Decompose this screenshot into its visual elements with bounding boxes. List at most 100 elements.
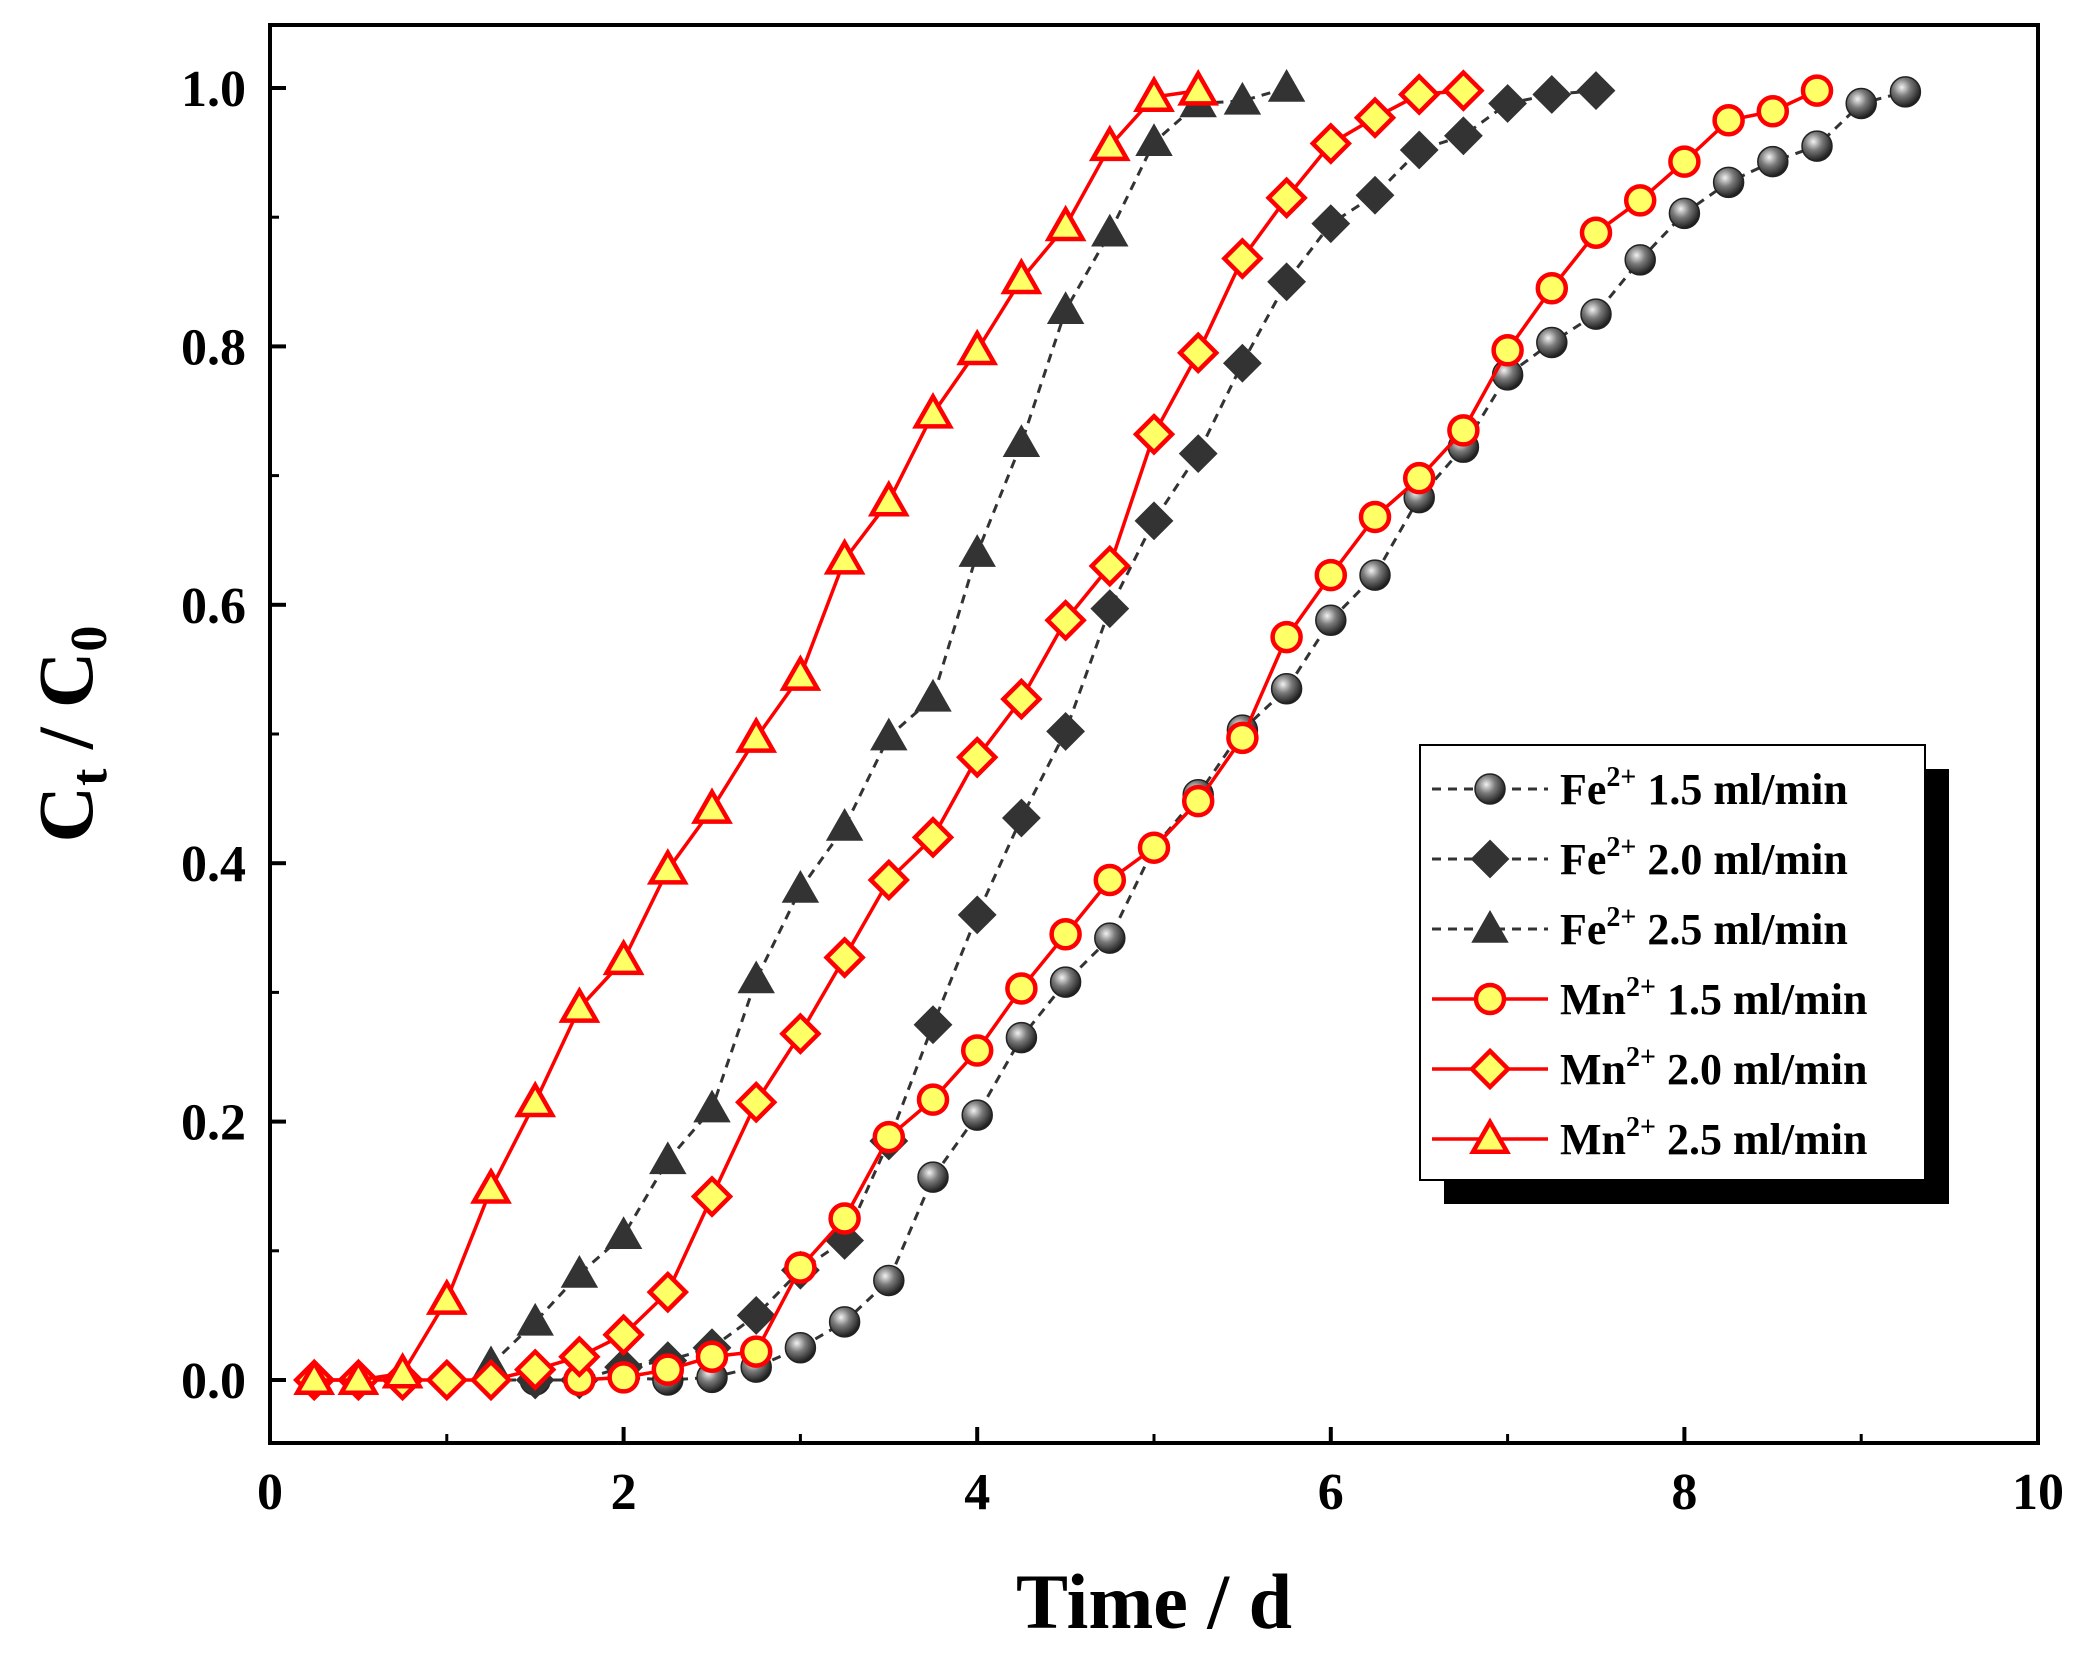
data-point bbox=[1443, 116, 1483, 156]
data-point bbox=[1177, 331, 1220, 375]
plot-frame bbox=[268, 23, 2040, 1445]
data-point bbox=[1046, 712, 1086, 751]
data-point bbox=[1001, 798, 1041, 838]
data-point bbox=[825, 808, 864, 841]
legend-charge: 2+ bbox=[1626, 1042, 1656, 1073]
data-point bbox=[873, 1264, 905, 1297]
legend-flow: 2.0 ml/min bbox=[1656, 1045, 1867, 1094]
data-point bbox=[604, 1216, 643, 1250]
data-point bbox=[1358, 500, 1392, 534]
legend-ion: Mn bbox=[1560, 975, 1626, 1024]
data-point bbox=[1580, 298, 1612, 330]
legend-ion: Fe bbox=[1560, 765, 1606, 814]
data-point bbox=[958, 534, 996, 567]
y-axis-title: Ct / C0 bbox=[22, 626, 118, 843]
data-point bbox=[1532, 75, 1572, 114]
data-point bbox=[736, 1295, 776, 1335]
plot-area bbox=[293, 68, 1922, 1402]
legend-flow: 2.5 ml/min bbox=[1656, 1115, 1867, 1164]
data-point bbox=[828, 1306, 861, 1338]
data-point bbox=[469, 1358, 513, 1402]
legend-entry: Fe2+ 1.5 ml/min bbox=[1432, 762, 1848, 814]
legend-charge: 2+ bbox=[1606, 762, 1636, 793]
legend-marker bbox=[1468, 1047, 1512, 1091]
legend-ion: Mn bbox=[1560, 1115, 1626, 1164]
data-point bbox=[1178, 434, 1218, 474]
legend-label: Fe2+ 2.0 ml/min bbox=[1560, 832, 1848, 884]
data-point bbox=[1265, 176, 1308, 220]
legend-label: Mn2+ 2.0 ml/min bbox=[1560, 1042, 1867, 1094]
data-point bbox=[1000, 677, 1043, 721]
x-axis-title: Time / d bbox=[1016, 1558, 1292, 1645]
y-tick-label: 0.0 bbox=[181, 1353, 246, 1410]
data-point bbox=[1005, 972, 1038, 1005]
data-point bbox=[1044, 599, 1087, 642]
data-point bbox=[651, 1353, 685, 1386]
x-tick-label: 4 bbox=[964, 1464, 990, 1521]
data-point bbox=[516, 1302, 554, 1336]
legend-entry: Fe2+ 2.5 ml/min bbox=[1432, 902, 1848, 954]
data-point bbox=[916, 1083, 950, 1116]
data-point bbox=[1447, 414, 1480, 447]
data-point bbox=[691, 787, 733, 824]
y-tick-label: 0.6 bbox=[181, 578, 246, 635]
data-point bbox=[1090, 589, 1130, 629]
data-point bbox=[1712, 104, 1745, 137]
series-mn-2-5 bbox=[293, 69, 1220, 1395]
y-tick-label: 1.0 bbox=[181, 61, 246, 118]
data-point bbox=[1005, 1021, 1038, 1054]
data-point bbox=[1536, 326, 1568, 359]
legend-entry: Mn2+ 1.5 ml/min bbox=[1432, 972, 1867, 1024]
legend-ion: Fe bbox=[1560, 835, 1606, 884]
legend-charge: 2+ bbox=[1606, 832, 1636, 863]
legend-charge: 2+ bbox=[1626, 972, 1656, 1003]
y-title-text: C bbox=[22, 786, 109, 842]
legend-flow: 1.5 ml/min bbox=[1636, 765, 1847, 814]
data-point bbox=[425, 1278, 468, 1315]
x-tick-label: 2 bbox=[611, 1464, 637, 1521]
data-point bbox=[1002, 424, 1041, 458]
data-point bbox=[960, 1034, 994, 1067]
legend-label: Mn2+ 1.5 ml/min bbox=[1560, 972, 1867, 1024]
data-point bbox=[1177, 69, 1220, 106]
data-point bbox=[1133, 75, 1175, 113]
data-point bbox=[1576, 71, 1616, 110]
data-point bbox=[828, 1202, 861, 1235]
series-line bbox=[491, 89, 1597, 1382]
legend-flow: 1.5 ml/min bbox=[1656, 975, 1867, 1024]
data-point bbox=[1402, 461, 1436, 495]
data-point bbox=[1091, 213, 1129, 247]
data-point bbox=[1049, 966, 1082, 998]
data-point bbox=[1226, 721, 1259, 755]
legend-marker bbox=[1474, 773, 1506, 805]
data-point bbox=[957, 895, 997, 935]
data-point bbox=[1579, 216, 1613, 249]
data-point bbox=[646, 1270, 689, 1314]
data-point bbox=[1488, 84, 1528, 123]
data-point bbox=[1535, 272, 1569, 305]
data-point bbox=[1311, 204, 1351, 244]
legend-label: Mn2+ 2.5 ml/min bbox=[1560, 1112, 1867, 1164]
data-point bbox=[737, 960, 775, 994]
data-point bbox=[1223, 81, 1262, 115]
data-point bbox=[867, 479, 910, 517]
data-point bbox=[1088, 544, 1131, 588]
legend-ion: Mn bbox=[1560, 1045, 1626, 1094]
data-point bbox=[956, 328, 999, 366]
series-mn-2-0 bbox=[293, 69, 1485, 1402]
data-point bbox=[695, 1340, 729, 1373]
data-point bbox=[1668, 145, 1701, 178]
data-point bbox=[1800, 74, 1834, 107]
data-point bbox=[1491, 334, 1524, 367]
data-point bbox=[739, 1335, 773, 1368]
data-point bbox=[1049, 918, 1082, 951]
data-point bbox=[1222, 343, 1262, 383]
legend-flow: 2.5 ml/min bbox=[1636, 905, 1847, 954]
legend-label: Fe2+ 1.5 ml/min bbox=[1560, 762, 1848, 814]
legend-marker bbox=[1469, 1117, 1511, 1154]
y-title-subscript: t bbox=[61, 768, 118, 786]
data-point bbox=[1315, 604, 1347, 637]
y-title-subscript: 0 bbox=[61, 626, 118, 652]
data-point bbox=[1046, 291, 1085, 324]
data-point bbox=[1132, 413, 1176, 456]
